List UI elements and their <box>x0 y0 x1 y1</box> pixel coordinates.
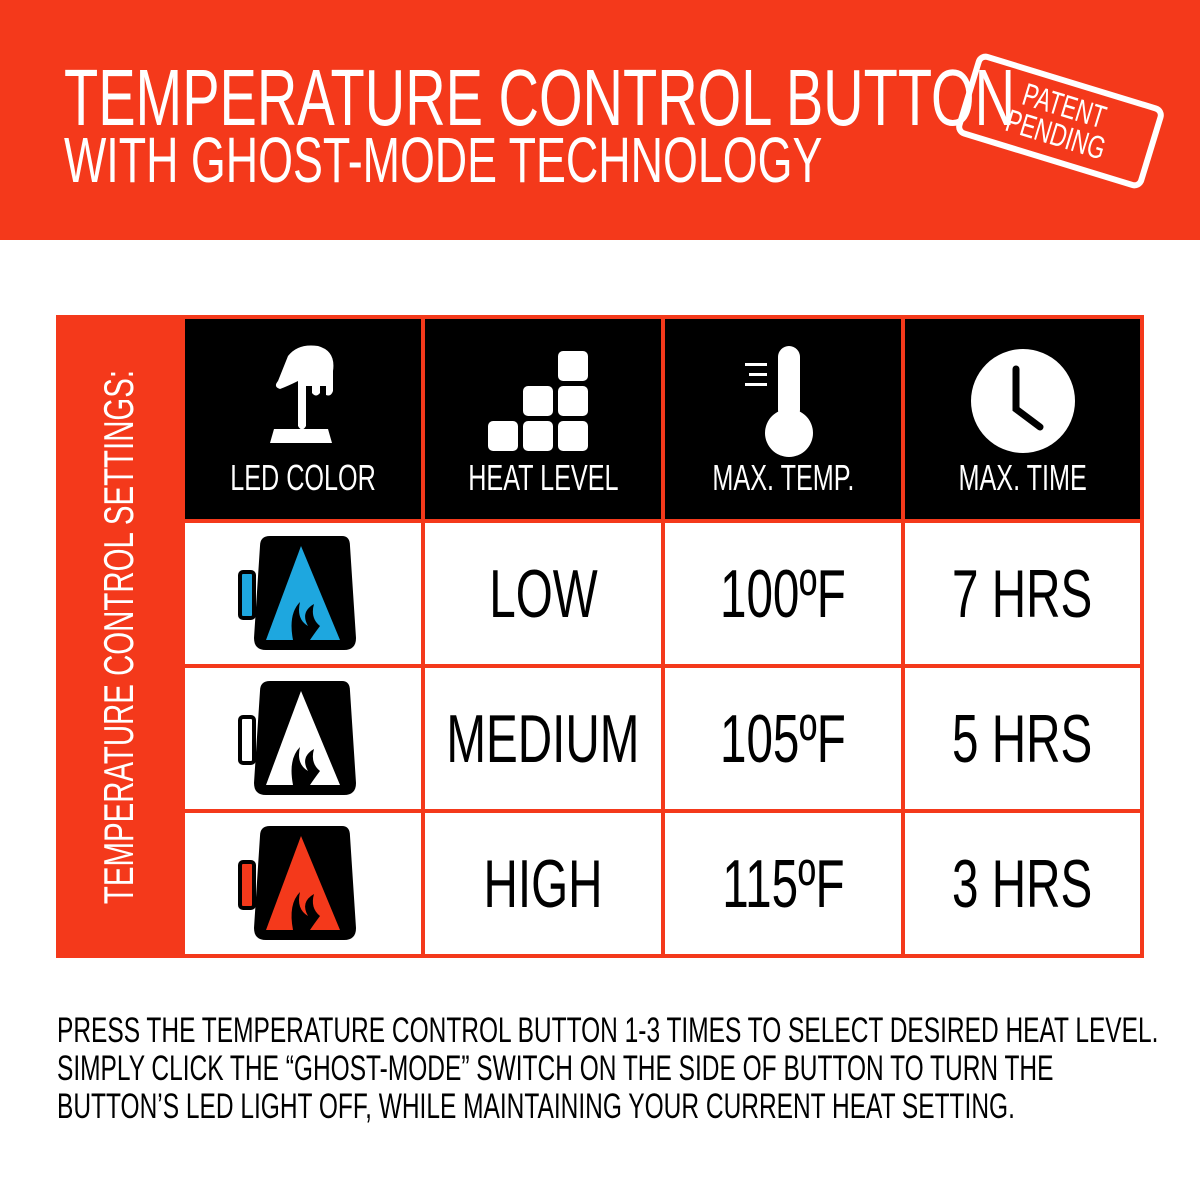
heat-level-blocks-icon <box>488 351 588 451</box>
thermometer-icon <box>745 346 813 457</box>
title-text: TEMPERATURE CONTROL BUTTON <box>64 53 1016 142</box>
instruction-line: BUTTON’S LED LIGHT OFF, WHILE MAINTAININ… <box>57 1087 1015 1126</box>
header-label: HEAT LEVEL <box>467 457 619 498</box>
settings-table: TEMPERATURE CONTROL SETTINGS: LED COLOR … <box>56 315 1144 958</box>
clock-icon <box>970 349 1075 453</box>
header-heat-level: HEAT LEVEL <box>425 319 661 519</box>
temp-cell: 115ºF <box>665 813 901 954</box>
temp-value: 105ºF <box>720 700 846 777</box>
led-button-icon <box>238 535 356 650</box>
led-color-cell-red <box>185 813 421 954</box>
header-banner: TEMPERATURE CONTROL BUTTON WITH GHOST-MO… <box>0 0 1200 240</box>
time-cell: 7 HRS <box>905 523 1140 664</box>
temp-value: 115ºF <box>721 845 845 922</box>
time-cell: 3 HRS <box>905 813 1140 954</box>
level-cell: HIGH <box>425 813 661 954</box>
led-button-icon <box>238 825 356 940</box>
time-cell: 5 HRS <box>905 668 1140 809</box>
instructions-text: PRESS THE TEMPERATURE CONTROL BUTTON 1-3… <box>57 1012 1200 1126</box>
level-cell: LOW <box>425 523 661 664</box>
time-value: 3 HRS <box>952 845 1093 922</box>
header-max-time: MAX. TIME <box>905 319 1140 519</box>
side-label: TEMPERATURE CONTROL SETTINGS: <box>95 255 143 1018</box>
time-value: 7 HRS <box>952 555 1093 632</box>
temp-value: 100ºF <box>720 555 846 632</box>
header-label: MAX. TIME <box>958 457 1087 498</box>
level-value: HIGH <box>483 845 603 922</box>
temp-cell: 105ºF <box>665 668 901 809</box>
side-label-text: TEMPERATURE CONTROL SETTINGS: <box>95 369 142 905</box>
instruction-line: SIMPLY CLICK THE “GHOST-MODE” SWITCH ON … <box>57 1049 1054 1088</box>
side-label-column: TEMPERATURE CONTROL SETTINGS: <box>56 315 183 958</box>
header-max-temp: MAX. TEMP. <box>665 319 901 519</box>
level-cell: MEDIUM <box>425 668 661 809</box>
instruction-line: PRESS THE TEMPERATURE CONTROL BUTTON 1-3… <box>57 1011 1159 1050</box>
hand-press-button-icon <box>270 345 334 443</box>
header-label: LED COLOR <box>230 457 376 498</box>
header-label: MAX. TEMP. <box>712 457 854 498</box>
level-value: MEDIUM <box>446 700 640 777</box>
header-led-color: LED COLOR <box>185 319 421 519</box>
led-color-cell-white <box>185 668 421 809</box>
temp-cell: 100ºF <box>665 523 901 664</box>
time-value: 5 HRS <box>952 700 1093 777</box>
page-title: TEMPERATURE CONTROL BUTTON <box>64 58 1200 138</box>
subtitle-text: WITH GHOST-MODE TECHNOLOGY <box>64 124 823 196</box>
page-subtitle: WITH GHOST-MODE TECHNOLOGY <box>64 128 1147 192</box>
led-color-cell-blue <box>185 523 421 664</box>
level-value: LOW <box>488 555 598 632</box>
led-button-icon <box>238 680 356 795</box>
